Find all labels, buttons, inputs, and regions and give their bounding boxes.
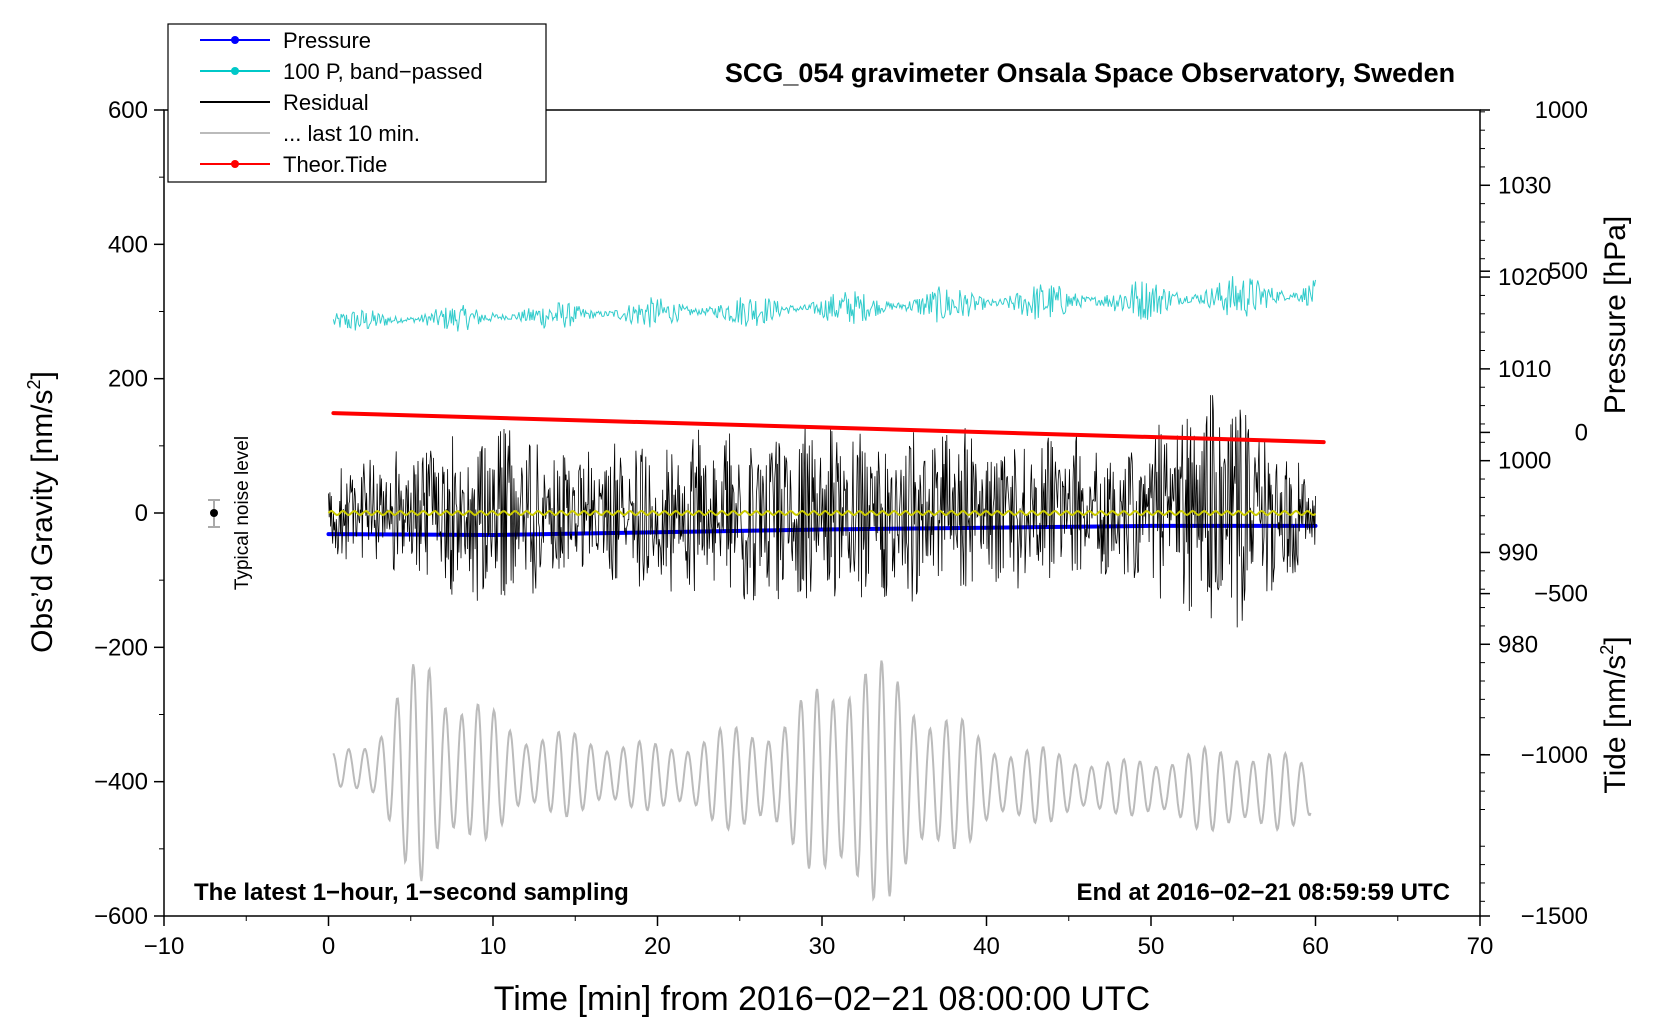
y-axis-label-gravity: Obs’d Gravity [nm/s2]	[24, 371, 59, 653]
pressure-tick-label: 1020	[1498, 264, 1551, 291]
x-tick-label: 20	[644, 933, 671, 960]
legend: Pressure 100 P, band−passed Residual ... la…	[167, 23, 547, 183]
tide-tick-label: −1000	[1521, 742, 1588, 769]
noise-level-label: Typical noise level	[232, 436, 253, 590]
legend-label: Theor.Tide	[283, 152, 387, 177]
series-band-passed-pressure	[332, 276, 1316, 332]
x-tick-label: 50	[1138, 933, 1165, 960]
legend-label: Residual	[283, 90, 369, 115]
pressure-tick-label: 1030	[1498, 172, 1551, 199]
pressure-tick-label: 980	[1498, 631, 1538, 658]
legend-swatch-marker	[231, 160, 239, 168]
annotation-end-time: End at 2016−02−21 08:59:59 UTC	[1076, 879, 1450, 906]
y-tick-label: 200	[108, 366, 148, 393]
y-tick-label: 400	[108, 231, 148, 258]
legend-item: Pressure	[200, 28, 371, 53]
tide-tick-label: 500	[1548, 258, 1588, 285]
x-tick-label: 60	[1302, 933, 1329, 960]
legend-label: 100 P, band−passed	[283, 59, 483, 84]
y-tick-label: −600	[94, 903, 148, 930]
y-axis-label-tide: Tide [nm/s2]	[1597, 636, 1632, 793]
legend-item: ... last 10 min.	[200, 121, 420, 146]
legend-label: ... last 10 min.	[283, 121, 420, 146]
legend-item: Theor.Tide	[200, 152, 387, 177]
axes-layer: −10 0 10 20 30 40 50 60 70−600−400−2000200400600…	[94, 97, 1588, 960]
chart-title: SCG_054 gravimeter Onsala Space Observat…	[725, 58, 1455, 88]
y-axis-label-gravity-sup: 2	[24, 379, 44, 389]
series-residual-smoothed	[327, 509, 1317, 517]
x-tick-label: 10	[480, 933, 507, 960]
series-residual	[328, 395, 1316, 628]
annotation-latest-hour: The latest 1−hour, 1−second sampling	[194, 879, 629, 906]
series-theor-tide	[331, 411, 1326, 445]
series-pressure	[326, 523, 1318, 538]
y-tick-label: −200	[94, 634, 148, 661]
y-tick-label: 0	[135, 500, 148, 527]
tide-tick-label: −1500	[1521, 903, 1588, 930]
x-tick-label: 30	[809, 933, 836, 960]
tide-tick-label: −500	[1534, 581, 1588, 608]
y-axis-label-pressure: Pressure [hPa]	[1599, 216, 1632, 414]
series-layer	[326, 276, 1326, 902]
legend-item: 100 P, band−passed	[200, 59, 483, 84]
series-last-10-min	[332, 660, 1312, 902]
noise-marker	[210, 509, 218, 517]
y-tick-label: 600	[108, 97, 148, 124]
pressure-tick-label: 1010	[1498, 356, 1551, 383]
tide-tick-label: 0	[1575, 419, 1588, 446]
pressure-tick-label: 990	[1498, 539, 1538, 566]
legend-swatch-marker	[231, 36, 239, 44]
y-axis-label-tide-sup: 2	[1597, 645, 1617, 655]
tide-tick-label: 1000	[1535, 97, 1588, 124]
x-tick-label: −10	[144, 933, 185, 960]
pressure-tick-label: 1000	[1498, 448, 1551, 475]
noise-level-indicator: Typical noise level	[208, 436, 253, 590]
x-tick-label: 70	[1467, 933, 1494, 960]
legend-label: Pressure	[283, 28, 371, 53]
y-tick-label: −400	[94, 769, 148, 796]
x-tick-label: 40	[973, 933, 1000, 960]
x-axis-label: Time [min] from 2016−02−21 08:00:00 UTC	[494, 980, 1150, 1018]
legend-swatch-marker	[231, 67, 239, 75]
legend-item: Residual	[200, 90, 369, 115]
x-tick-label: 0	[322, 933, 335, 960]
